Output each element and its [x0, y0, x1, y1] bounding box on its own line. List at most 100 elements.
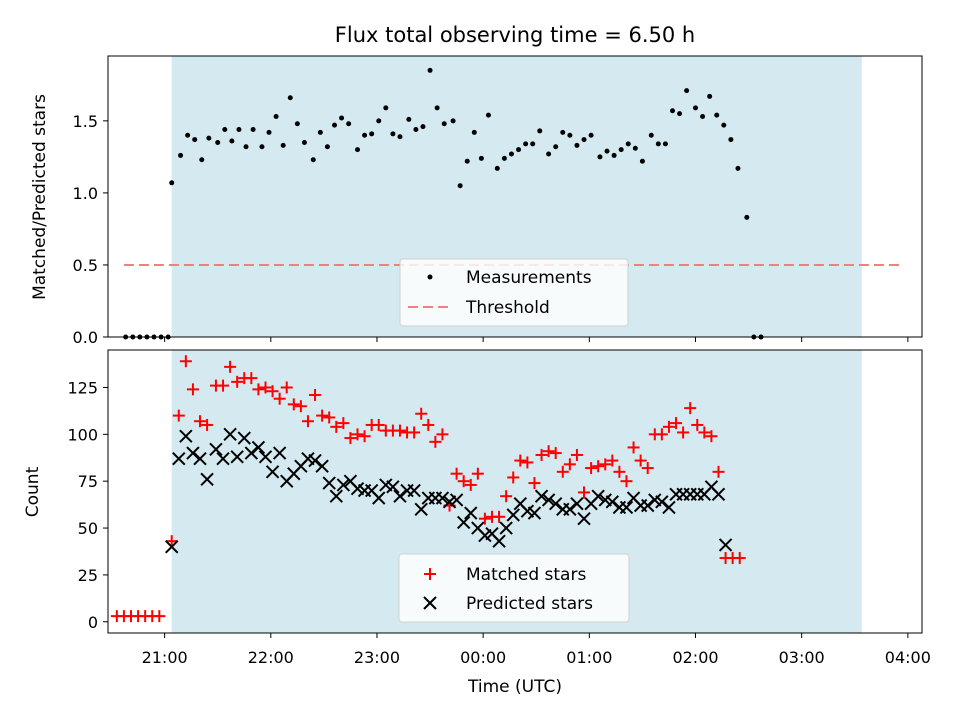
measurement-point: [178, 152, 184, 158]
matched-star-marker: [393, 424, 406, 437]
matched-star-marker: [337, 417, 350, 430]
top-y-tick-label: 0.0: [73, 328, 98, 347]
predicted-star-marker: [172, 451, 186, 466]
measurement-point: [185, 132, 191, 138]
bottom-x-ticks: 21:00 22:00 23:00 00:00 01:00 02:00 03:00 04:00: [142, 633, 931, 667]
matched-star-marker: [662, 420, 675, 433]
legend-measurements-marker: [427, 274, 433, 280]
matched-star-marker: [606, 454, 619, 467]
matched-star-marker: [670, 417, 683, 430]
matched-star-marker: [528, 477, 541, 490]
matched-star-marker: [556, 465, 569, 478]
matched-star-marker: [194, 415, 207, 428]
measurement-point: [317, 129, 323, 135]
matched-star-marker: [294, 400, 307, 413]
predicted-star-marker: [541, 493, 556, 507]
legend-predicted-label: Predicted stars: [466, 594, 593, 614]
x-tick-label: 00:00: [460, 648, 506, 667]
matched-star-marker: [351, 428, 364, 441]
predicted-star-marker: [464, 506, 478, 520]
predicted-star-marker: [372, 491, 386, 505]
bottom-y-ticks: 0 25 50 75 100 125: [67, 378, 108, 632]
x-tick-label: 04:00: [885, 648, 931, 667]
measurement-point: [485, 112, 491, 118]
measurement-point: [301, 139, 307, 145]
matched-star-marker: [330, 420, 343, 433]
matched-star-marker: [500, 490, 513, 503]
matched-star-marker: [165, 535, 178, 548]
measurement-point: [707, 93, 713, 99]
matched-star-marker: [592, 460, 605, 473]
matched-star-marker: [323, 411, 336, 424]
matched-star-marker: [358, 430, 371, 443]
predicted-star-marker: [179, 429, 193, 443]
bottom-y-tick-label: 100: [67, 425, 98, 444]
measurement-point: [618, 147, 624, 153]
measurement-point: [714, 112, 720, 118]
predicted-star-marker: [251, 440, 266, 455]
measurement-point: [494, 165, 500, 171]
predicted-star-marker: [216, 451, 230, 466]
measurement-point: [383, 105, 389, 111]
measurement-point: [560, 129, 566, 135]
measurement-point: [625, 141, 631, 147]
measurement-point: [567, 132, 573, 138]
predicted-star-marker: [605, 495, 620, 509]
matched-star-marker: [634, 454, 647, 467]
measurement-point: [441, 121, 447, 127]
bottom-y-tick-label: 0: [88, 613, 98, 632]
measurement-point: [434, 105, 440, 111]
measurement-point: [369, 131, 375, 137]
matched-star-marker: [224, 360, 237, 373]
x-tick-label: 02:00: [672, 648, 718, 667]
matched-star-marker: [563, 458, 576, 471]
matched-star-marker: [585, 462, 598, 475]
measurement-point: [553, 144, 559, 150]
x-tick-label: 23:00: [354, 648, 400, 667]
measurement-point: [362, 132, 368, 138]
matched-star-marker: [521, 456, 534, 469]
matched-star-marker: [301, 415, 314, 428]
predicted-star-marker: [570, 496, 584, 511]
top-y-tick-label: 1.5: [73, 112, 98, 131]
predicted-star-marker: [272, 446, 287, 460]
top-legend-box: [399, 258, 629, 327]
measurement-point: [250, 126, 256, 132]
measurement-point: [464, 158, 470, 164]
predicted-star-marker: [548, 496, 563, 511]
measurement-point: [346, 121, 352, 127]
predicted-star-marker: [718, 538, 733, 552]
matched-star-marker: [316, 409, 329, 422]
predicted-star-marker: [456, 515, 471, 530]
measurement-point: [744, 214, 750, 220]
bottom-panel: 0 25 50 75 100 125 21:00 22:00 23:00 00:00 01:00 0…: [23, 349, 931, 697]
measurement-point: [287, 95, 293, 101]
matched-star-marker: [542, 445, 555, 458]
predicted-star-marker: [336, 478, 351, 492]
matched-star-marker: [733, 552, 746, 565]
matched-star-marker: [259, 381, 272, 394]
measurement-point: [597, 154, 603, 160]
matched-star-marker: [172, 409, 185, 422]
predicted-star-marker: [577, 511, 591, 526]
x-tick-label: 03:00: [779, 648, 825, 667]
predicted-star-marker: [499, 521, 513, 535]
matched-star-marker: [450, 467, 463, 480]
predicted-star-marker: [209, 442, 223, 457]
matched-star-marker: [186, 383, 199, 396]
measurement-point: [294, 121, 300, 127]
matched-star-marker: [698, 426, 711, 439]
matched-star-marker: [201, 418, 214, 431]
measurement-point: [478, 155, 484, 161]
measurement-point: [259, 144, 265, 150]
predicted-star-marker: [492, 534, 506, 548]
predicted-star-marker: [386, 480, 400, 494]
matched-star-marker: [231, 375, 244, 388]
matched-star-marker: [478, 512, 491, 525]
matched-star-marker: [578, 486, 591, 499]
matched-star-marker: [153, 610, 166, 623]
measurement-point: [604, 148, 610, 154]
measurement-point: [721, 122, 727, 128]
measurement-point: [243, 144, 249, 150]
matched-star-marker: [280, 381, 293, 394]
